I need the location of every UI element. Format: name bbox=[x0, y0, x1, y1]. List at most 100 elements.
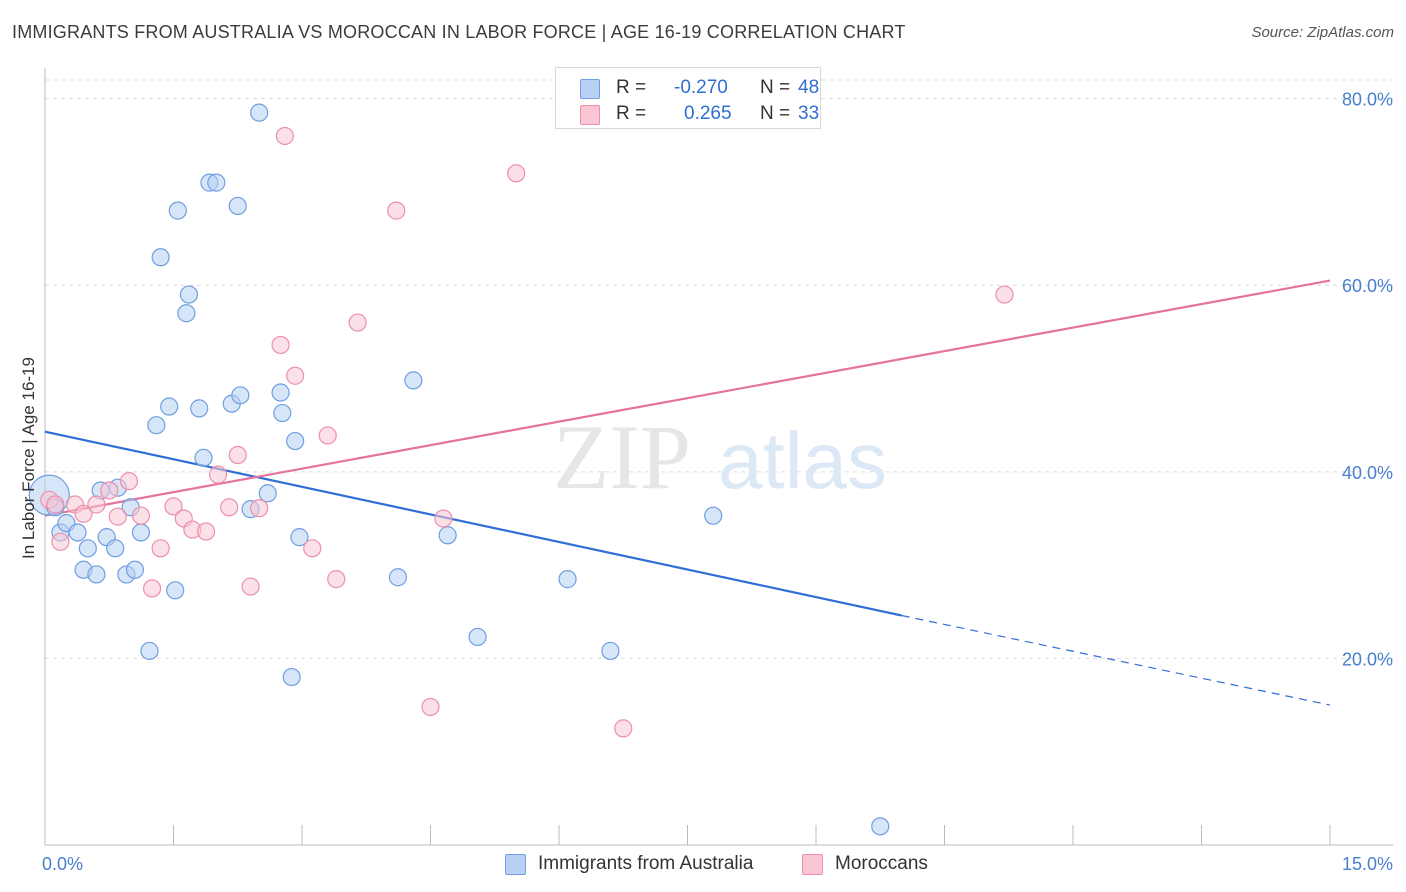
point-australia bbox=[258, 484, 277, 503]
point-moroccan bbox=[46, 495, 65, 514]
point-moroccan bbox=[108, 507, 127, 526]
point-moroccan bbox=[434, 509, 453, 528]
point-australia bbox=[271, 383, 290, 402]
grid-lines bbox=[45, 79, 1393, 659]
point-moroccan bbox=[196, 522, 216, 541]
point-moroccan bbox=[74, 504, 93, 523]
pink-swatch bbox=[580, 105, 600, 125]
r-label: R = bbox=[616, 103, 647, 124]
point-australia bbox=[704, 506, 723, 525]
point-australia bbox=[147, 416, 166, 435]
blue-swatch bbox=[580, 79, 600, 99]
point-moroccan bbox=[142, 579, 162, 598]
correlation-legend: R = -0.270 N = 48 R = 0.265 N = 33 bbox=[555, 67, 821, 129]
point-australia bbox=[388, 568, 408, 587]
point-moroccan bbox=[250, 499, 269, 518]
point-moroccan bbox=[208, 465, 228, 484]
point-australia bbox=[177, 304, 196, 323]
blue-swatch bbox=[505, 854, 526, 875]
n-value: 33 bbox=[798, 103, 820, 124]
y-tick-label: 60.0% bbox=[1342, 276, 1393, 296]
legend-label: Moroccans bbox=[835, 853, 928, 874]
point-australia bbox=[231, 386, 250, 405]
n-label: N = bbox=[760, 103, 791, 124]
r-label: R = bbox=[616, 77, 647, 98]
axes bbox=[44, 68, 1393, 846]
point-moroccan bbox=[421, 697, 440, 717]
point-australia bbox=[290, 528, 309, 547]
point-australia bbox=[207, 173, 226, 192]
point-moroccan bbox=[271, 335, 290, 355]
n-value: 48 bbox=[798, 77, 820, 98]
point-australia bbox=[131, 523, 151, 542]
data-points bbox=[28, 103, 1014, 836]
point-australia bbox=[78, 539, 97, 558]
r-value: -0.270 bbox=[674, 77, 728, 98]
trend-line-australia-extension bbox=[901, 614, 1331, 706]
source-label: Source: ZipAtlas.com bbox=[1251, 24, 1394, 41]
x-tick-label: 15.0% bbox=[1342, 854, 1393, 874]
point-australia bbox=[125, 560, 145, 579]
legend-label: Immigrants from Australia bbox=[538, 853, 754, 874]
point-australia bbox=[166, 581, 185, 600]
point-australia bbox=[404, 371, 423, 390]
y-tick-label: 40.0% bbox=[1342, 463, 1393, 483]
watermark-zip: ZIP bbox=[553, 406, 691, 508]
chart-title: IMMIGRANTS FROM AUSTRALIA VS MOROCCAN IN… bbox=[12, 22, 906, 42]
point-moroccan bbox=[614, 719, 633, 738]
point-australia bbox=[140, 641, 159, 661]
point-australia bbox=[286, 431, 305, 451]
point-moroccan bbox=[387, 201, 406, 220]
point-australia bbox=[106, 539, 125, 558]
y-tick-label: 20.0% bbox=[1342, 649, 1393, 669]
series-legend: Immigrants from Australia Moroccans bbox=[0, 852, 1406, 878]
point-moroccan bbox=[228, 445, 247, 465]
watermark-atlas: atlas bbox=[718, 416, 887, 505]
point-moroccan bbox=[119, 472, 139, 491]
y-axis-label: In Labor Force | Age 16-19 bbox=[19, 357, 38, 559]
point-australia bbox=[438, 526, 457, 545]
pink-swatch bbox=[802, 854, 823, 875]
point-moroccan bbox=[507, 164, 526, 183]
point-australia bbox=[228, 196, 247, 216]
point-moroccan bbox=[327, 570, 346, 589]
point-moroccan bbox=[100, 481, 119, 500]
point-moroccan bbox=[995, 285, 1014, 304]
point-moroccan bbox=[286, 366, 305, 385]
trend-lines bbox=[44, 279, 1331, 706]
point-moroccan bbox=[164, 497, 183, 516]
watermark: ZIP atlas bbox=[553, 406, 887, 508]
point-australia bbox=[190, 399, 209, 418]
point-australia bbox=[168, 201, 187, 220]
point-australia bbox=[282, 667, 301, 687]
point-moroccan bbox=[318, 426, 337, 445]
y-tick-label: 80.0% bbox=[1342, 90, 1393, 110]
tick-labels: 20.0% 40.0% 60.0% 80.0% 0.0% 15.0% bbox=[42, 90, 1393, 874]
point-australia bbox=[601, 641, 620, 661]
trend-line-australia bbox=[44, 430, 902, 617]
point-australia bbox=[87, 565, 106, 584]
point-australia bbox=[468, 627, 487, 647]
point-australia bbox=[194, 448, 213, 467]
point-moroccan bbox=[241, 577, 260, 596]
n-label: N = bbox=[760, 77, 791, 98]
point-australia bbox=[160, 397, 179, 416]
point-australia bbox=[250, 103, 269, 122]
point-australia bbox=[151, 248, 170, 267]
trend-line-moroccans bbox=[44, 279, 1331, 517]
point-moroccan bbox=[151, 539, 170, 558]
point-australia bbox=[558, 570, 577, 589]
point-moroccan bbox=[87, 495, 106, 514]
point-moroccan bbox=[275, 126, 294, 146]
point-moroccan bbox=[51, 532, 70, 551]
point-australia bbox=[68, 523, 87, 542]
point-moroccan bbox=[303, 539, 322, 558]
point-moroccan bbox=[348, 313, 367, 332]
point-moroccan bbox=[220, 498, 239, 517]
r-value: 0.265 bbox=[684, 103, 732, 124]
x-tick-label: 0.0% bbox=[42, 854, 83, 874]
point-australia bbox=[871, 817, 890, 836]
point-australia bbox=[273, 403, 292, 423]
point-australia bbox=[179, 285, 199, 304]
